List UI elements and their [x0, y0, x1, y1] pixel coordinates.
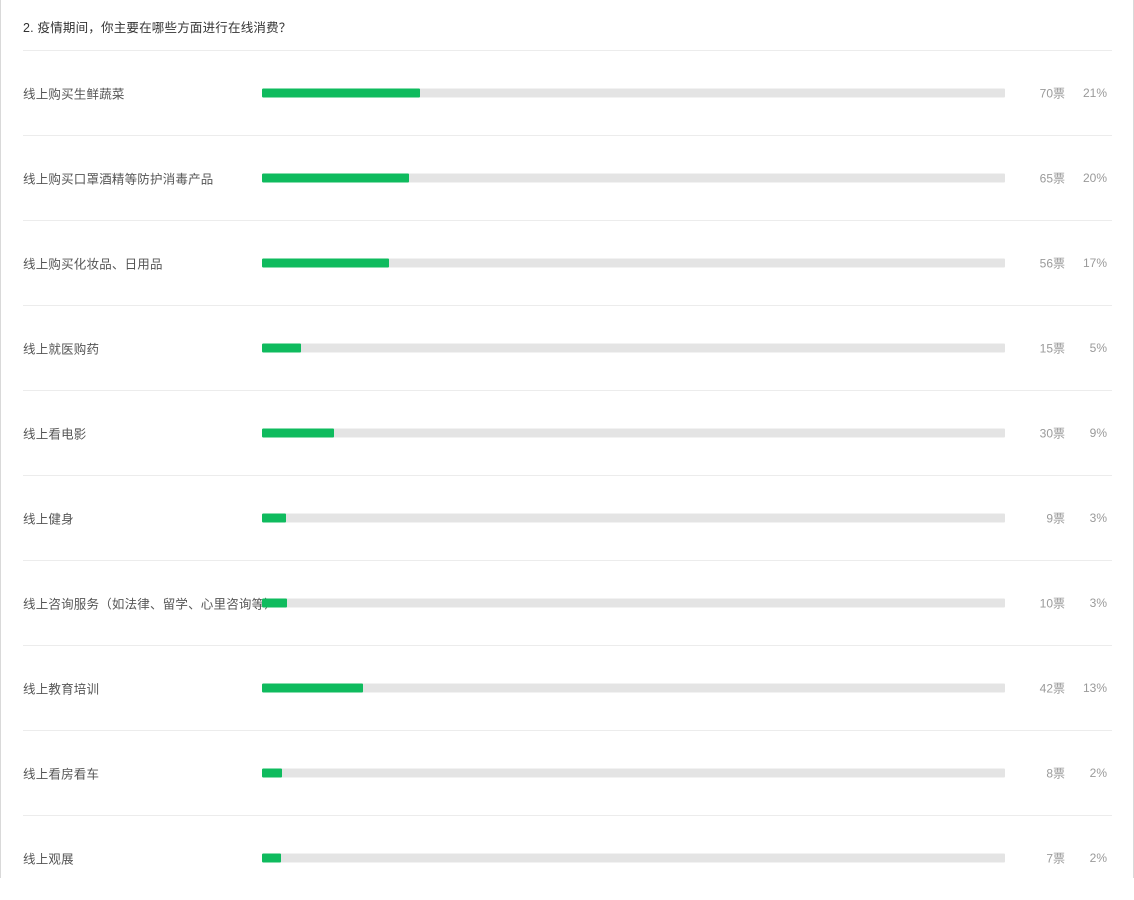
option-row: 线上看电影 30票 9% [1, 390, 1134, 475]
row-divider [23, 730, 1112, 731]
option-row: 线上就医购药 15票 5% [1, 305, 1134, 390]
option-bar-fill [262, 683, 364, 692]
row-divider [23, 390, 1112, 391]
option-label: 线上购买化妆品、日用品 [23, 257, 163, 271]
option-bar-fill [262, 853, 282, 862]
page-title: 2. 疫情期间，你主要在哪些方面进行在线消费？ [23, 21, 292, 35]
option-label: 线上健身 [23, 512, 74, 526]
option-percent: 2% [1089, 765, 1107, 780]
option-label: 线上就医购药 [23, 342, 100, 356]
option-bar-track [262, 173, 1005, 182]
option-label: 线上看房看车 [23, 767, 100, 781]
option-vote-count: 30票 [1039, 426, 1065, 440]
option-bar-track [262, 428, 1005, 437]
option-bar-fill [262, 173, 410, 182]
option-vote-count: 8票 [1046, 766, 1065, 780]
option-row: 线上购买生鲜蔬菜 70票 21% [1, 50, 1134, 135]
option-bar-fill [262, 513, 286, 522]
option-label: 线上购买生鲜蔬菜 [23, 87, 125, 101]
option-percent: 13% [1082, 680, 1107, 695]
option-row-content: 线上咨询服务（如法律、留学、心里咨询等） 10票 3% [1, 560, 1134, 645]
option-row: 线上教育培训 42票 13% [1, 645, 1134, 730]
option-percent: 2% [1089, 850, 1107, 865]
row-divider [23, 220, 1112, 221]
option-bar-track [262, 768, 1005, 777]
option-vote-count: 9票 [1046, 511, 1065, 525]
option-percent: 17% [1082, 255, 1107, 270]
option-row-content: 线上购买生鲜蔬菜 70票 21% [1, 50, 1134, 135]
option-bar-track [262, 343, 1005, 352]
option-bar-track [262, 513, 1005, 522]
survey-result-panel: 2. 疫情期间，你主要在哪些方面进行在线消费？ 线上购买生鲜蔬菜 70票 21% 线上… [0, 0, 1134, 878]
row-divider [23, 475, 1112, 476]
option-percent: 3% [1089, 510, 1107, 525]
option-percent: 21% [1082, 85, 1107, 100]
option-percent: 20% [1082, 170, 1107, 185]
option-bar-track [262, 853, 1005, 862]
option-label: 线上看电影 [23, 427, 87, 441]
option-row: 线上观展 7票 2% [1, 815, 1134, 900]
option-vote-count: 65票 [1039, 171, 1065, 185]
option-bar-track [262, 598, 1005, 607]
option-bar-fill [262, 258, 390, 267]
option-row-content: 线上观展 7票 2% [1, 815, 1134, 900]
option-label: 线上观展 [23, 852, 74, 866]
option-percent: 5% [1089, 340, 1107, 355]
row-divider [23, 305, 1112, 306]
option-bar-track [262, 258, 1005, 267]
option-label: 线上教育培训 [23, 682, 100, 696]
row-divider [23, 135, 1112, 136]
option-row: 线上咨询服务（如法律、留学、心里咨询等） 10票 3% [1, 560, 1134, 645]
option-percent: 9% [1089, 425, 1107, 440]
option-bar-track [262, 88, 1005, 97]
option-label: 线上购买口罩酒精等防护消毒产品 [23, 172, 214, 186]
option-vote-count: 15票 [1039, 341, 1065, 355]
option-percent: 3% [1089, 595, 1107, 610]
row-divider [23, 815, 1112, 816]
option-row: 线上购买化妆品、日用品 56票 17% [1, 220, 1134, 305]
option-bar-fill [262, 343, 302, 352]
row-divider [23, 560, 1112, 561]
option-row-content: 线上健身 9票 3% [1, 475, 1134, 560]
option-vote-count: 42票 [1039, 681, 1065, 695]
option-row-content: 线上教育培训 42票 13% [1, 645, 1134, 730]
option-label: 线上咨询服务（如法律、留学、心里咨询等） [23, 597, 278, 611]
option-row-content: 线上就医购药 15票 5% [1, 305, 1134, 390]
option-vote-count: 70票 [1039, 86, 1065, 100]
option-row-content: 线上看电影 30票 9% [1, 390, 1134, 475]
option-bar-fill [262, 598, 288, 607]
row-divider [23, 50, 1112, 51]
option-vote-count: 10票 [1039, 596, 1065, 610]
row-divider [23, 645, 1112, 646]
option-bar-fill [262, 768, 283, 777]
option-row-content: 线上购买化妆品、日用品 56票 17% [1, 220, 1134, 305]
option-vote-count: 56票 [1039, 256, 1065, 270]
option-row: 线上健身 9票 3% [1, 475, 1134, 560]
option-bar-track [262, 683, 1005, 692]
option-row: 线上购买口罩酒精等防护消毒产品 65票 20% [1, 135, 1134, 220]
option-bar-fill [262, 428, 335, 437]
option-list: 线上购买生鲜蔬菜 70票 21% 线上购买口罩酒精等防护消毒产品 65票 20% 线上购买化… [1, 50, 1134, 900]
option-vote-count: 7票 [1046, 851, 1065, 865]
option-row: 线上看房看车 8票 2% [1, 730, 1134, 815]
option-bar-fill [262, 88, 421, 97]
option-row-content: 线上看房看车 8票 2% [1, 730, 1134, 815]
option-row-content: 线上购买口罩酒精等防护消毒产品 65票 20% [1, 135, 1134, 220]
